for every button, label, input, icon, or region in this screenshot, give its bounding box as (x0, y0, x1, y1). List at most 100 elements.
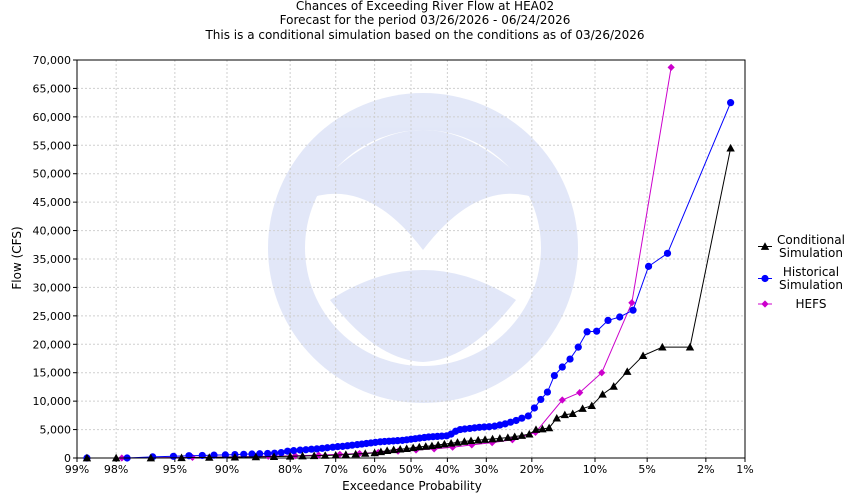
data-point-conditional (370, 448, 379, 457)
data-point-historical (296, 446, 304, 454)
data-point-historical (629, 306, 637, 314)
data-point-hefs (667, 63, 675, 71)
data-point-historical (558, 363, 566, 371)
y-axis-label: Flow (CFS) (10, 226, 24, 289)
x-tick-label: 2% (697, 463, 714, 476)
data-point-conditional (320, 451, 330, 459)
legend-label: HEFS (796, 297, 827, 311)
data-point-historical (663, 249, 672, 257)
data-point-conditional (453, 438, 462, 446)
data-point-historical (277, 448, 285, 457)
data-point-conditional (408, 443, 418, 452)
y-tick-label: 25,000 (33, 310, 72, 323)
y-axis-ticks: 0 5,000 10,000 15,000 20,000 25,000 30,000 35,0… (33, 54, 77, 465)
legend-item-hefs: HEFS (758, 297, 826, 311)
data-point-conditional (361, 449, 370, 457)
data-point-conditional (205, 453, 214, 461)
chart-title: Chances of Exceeding River Flow at HEA02 (296, 0, 554, 13)
x-tick-label: 50% (399, 463, 423, 476)
data-point-conditional (427, 441, 437, 450)
data-point-conditional (389, 445, 398, 454)
data-point-historical (307, 445, 316, 453)
data-point-historical (644, 262, 653, 270)
data-point-conditional (466, 436, 476, 445)
legend-label: Simulation (779, 246, 843, 260)
data-point-conditional (341, 450, 351, 458)
data-point-historical (518, 414, 526, 422)
series-conditional (82, 143, 735, 462)
y-tick-label: 20,000 (33, 338, 72, 351)
data-point-historical (574, 343, 582, 351)
data-point-conditional (376, 447, 386, 456)
data-point-conditional (598, 390, 607, 398)
data-point-hefs (598, 369, 606, 377)
data-point-historical (616, 313, 624, 321)
series-historical (83, 99, 735, 462)
data-point-hefs (576, 389, 584, 397)
x-tick-label: 5% (638, 463, 655, 476)
y-tick-label: 65,000 (33, 82, 72, 95)
data-point-conditional (382, 446, 392, 454)
x-axis-label: Exceedance Probability (342, 479, 482, 493)
x-tick-label: 60% (362, 463, 386, 476)
data-point-conditional (285, 452, 295, 460)
data-point-historical (550, 371, 558, 380)
data-point-conditional (331, 450, 340, 459)
data-point-conditional (309, 451, 319, 460)
data-point-conditional (251, 452, 261, 461)
data-point-conditional (726, 143, 735, 152)
legend-marker-historical (761, 274, 769, 283)
data-point-conditional (433, 440, 443, 449)
data-point-historical (566, 355, 574, 363)
data-point-conditional (525, 429, 534, 438)
data-point-conditional (560, 410, 570, 419)
data-point-historical (185, 452, 193, 460)
data-point-conditional (395, 444, 405, 453)
data-point-conditional (480, 435, 490, 443)
y-tick-label: 60,000 (33, 111, 72, 124)
data-point-conditional (402, 444, 411, 452)
y-tick-label: 30,000 (33, 281, 72, 294)
data-point-historical (323, 444, 331, 452)
x-tick-label: 20% (520, 463, 544, 476)
data-point-conditional (269, 452, 279, 460)
data-point-hefs (336, 450, 344, 458)
chart-grid (76, 59, 746, 459)
data-point-historical (248, 450, 256, 458)
legend-label: Conditional (777, 233, 845, 247)
data-point-conditional (578, 404, 587, 412)
data-point-conditional (230, 452, 240, 461)
y-tick-label: 55,000 (33, 139, 72, 152)
chart-subtitle-2: This is a conditional simulation based o… (204, 28, 644, 42)
data-point-conditional (685, 342, 695, 351)
legend-label: Historical (783, 265, 839, 279)
data-point-historical (593, 327, 601, 335)
data-point-conditional (531, 425, 541, 433)
data-point-conditional (488, 434, 497, 443)
data-point-conditional (421, 442, 430, 450)
y-tick-label: 50,000 (33, 168, 72, 181)
series-layer (82, 63, 735, 462)
data-point-historical (512, 416, 520, 425)
data-point-historical (264, 449, 272, 458)
legend-marker-conditional (760, 242, 770, 250)
x-tick-label: 30% (474, 463, 498, 476)
data-point-historical (501, 420, 509, 428)
data-point-historical (256, 450, 264, 458)
data-point-historical (221, 451, 229, 459)
x-tick-label: 1% (736, 463, 753, 476)
data-point-conditional (495, 434, 505, 442)
chart-subtitle: Forecast for the period 03/26/2026 - 06/… (280, 13, 571, 27)
y-tick-label: 40,000 (33, 225, 72, 238)
data-point-historical (240, 450, 248, 458)
data-point-historical (530, 404, 539, 412)
x-tick-label: 70% (323, 463, 347, 476)
x-tick-label: 10% (583, 463, 607, 476)
data-point-conditional (440, 439, 449, 448)
y-tick-label: 10,000 (33, 395, 72, 408)
x-tick-label: 90% (215, 463, 239, 476)
x-tick-label: 40% (435, 463, 459, 476)
